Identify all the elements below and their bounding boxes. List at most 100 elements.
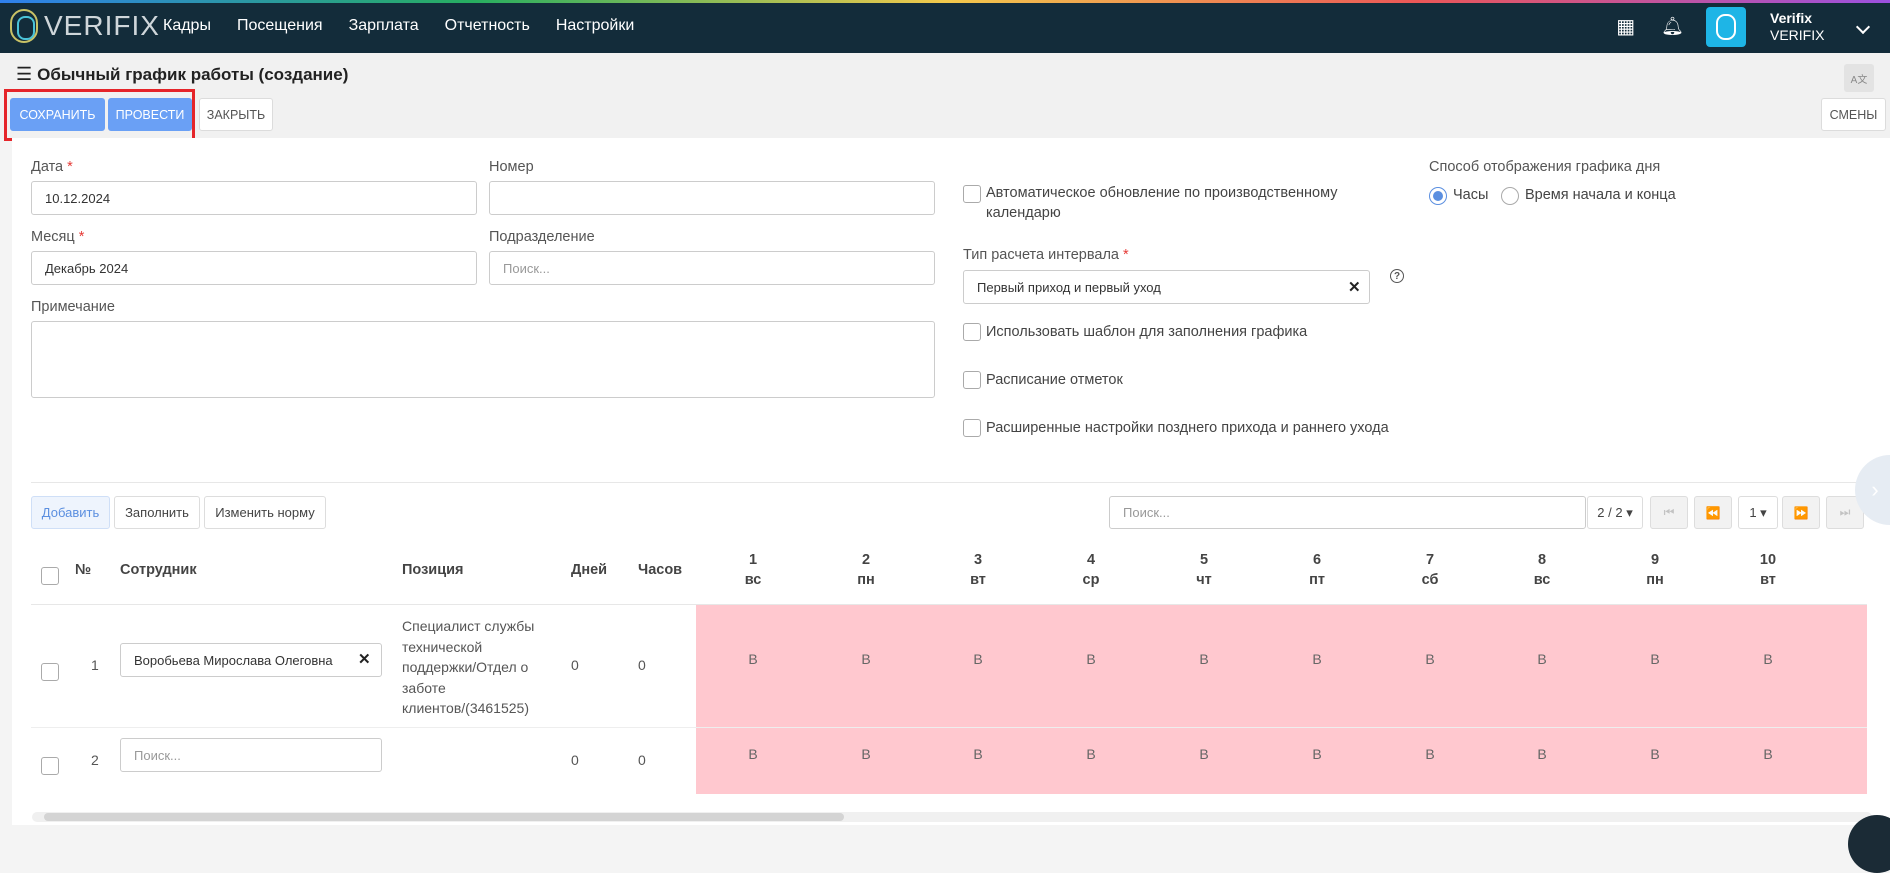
row-1-day-5[interactable]: В	[1199, 651, 1209, 667]
post-button[interactable]: ПРОВЕСТИ	[108, 98, 192, 131]
nav-item-reports[interactable]: Отчетность	[444, 17, 530, 34]
note-textarea[interactable]	[31, 321, 935, 398]
col-days: Дней	[571, 562, 608, 578]
save-button[interactable]: СОХРАНИТЬ	[10, 98, 105, 131]
horizontal-scrollbar[interactable]	[32, 812, 1872, 822]
auto-update-label: Автоматическое обновление по производств…	[986, 185, 1338, 221]
add-button[interactable]: Добавить	[31, 496, 110, 529]
apps-grid-icon[interactable]: ▦	[1616, 16, 1636, 38]
row-2-day-4[interactable]: В	[1086, 746, 1096, 762]
row-2-checkbox[interactable]	[41, 757, 59, 775]
row-1-day-10[interactable]: В	[1763, 651, 1773, 667]
logo[interactable]: VERIFIX	[10, 9, 160, 43]
number-field[interactable]	[489, 181, 935, 215]
col-day-5: 5 чт	[1196, 552, 1212, 588]
col-day-10: 10 вт	[1759, 552, 1777, 588]
row-2-day-7[interactable]: В	[1425, 746, 1435, 762]
auto-update-checkbox[interactable]	[963, 185, 981, 203]
row-2-day-3[interactable]: В	[973, 746, 983, 762]
pages-dropdown[interactable]: 2 / 2 ▾	[1587, 496, 1643, 529]
col-num: №	[75, 562, 92, 578]
scrollbar-thumb[interactable]	[44, 813, 844, 821]
row-divider	[31, 604, 1867, 605]
nav-item-payroll[interactable]: Зарплата	[348, 17, 419, 34]
page-number-dropdown[interactable]: 1 ▾	[1738, 496, 1778, 529]
row-2-days: 0	[571, 752, 579, 768]
color-stripe	[0, 0, 1890, 3]
schedule-marks-label: Расписание отметок	[986, 372, 1123, 388]
row-1-days: 0	[571, 657, 579, 673]
main-nav: Кадры Посещения Зарплата Отчетность Наст…	[163, 17, 634, 35]
change-norm-button[interactable]: Изменить норму	[204, 496, 326, 529]
bell-icon[interactable]: 🔔︎	[1661, 16, 1684, 36]
schedule-marks-checkbox[interactable]	[963, 371, 981, 389]
pages-text: 2 / 2	[1597, 505, 1623, 520]
row-2-day-10[interactable]: В	[1763, 746, 1773, 762]
display-start-end-radio[interactable]	[1501, 187, 1519, 205]
month-field[interactable]: Декабрь 2024	[31, 251, 477, 285]
row-1-day-2[interactable]: В	[861, 651, 871, 667]
user-menu[interactable]: Verifix VERIFIX	[1770, 10, 1860, 44]
date-field[interactable]: 10.12.2024	[31, 181, 477, 215]
nav-item-settings[interactable]: Настройки	[555, 17, 635, 34]
clear-icon[interactable]: ✕	[1348, 279, 1361, 296]
avatar[interactable]	[1706, 6, 1746, 47]
prev-page-icon[interactable]: ⏪	[1694, 496, 1732, 529]
hamburger-icon[interactable]: ☰	[16, 64, 33, 84]
month-label: Месяц *	[31, 229, 85, 245]
top-navbar: VERIFIX Кадры Посещения Зарплата Отчетно…	[0, 0, 1890, 53]
row-1-day-3[interactable]: В	[973, 651, 983, 667]
shifts-button[interactable]: СМЕНЫ	[1821, 98, 1886, 131]
row-1-hours: 0	[638, 657, 646, 673]
last-page-icon[interactable]: ⏭	[1826, 496, 1864, 529]
late-early-label: Расширенные настройки позднего прихода и…	[986, 420, 1389, 436]
row-1-checkbox[interactable]	[41, 663, 59, 681]
row-2-day-1[interactable]: В	[748, 746, 758, 762]
page-title: ☰ Обычный график работы (создание)	[16, 64, 348, 85]
logo-text: VERIFIX	[44, 10, 160, 41]
col-day-9: 9 пн	[1646, 552, 1664, 588]
row-2-day-5[interactable]: В	[1199, 746, 1209, 762]
row-1-day-cells	[696, 605, 1867, 727]
next-page-icon[interactable]: ⏩	[1782, 496, 1820, 529]
row-1-day-7[interactable]: В	[1425, 651, 1435, 667]
interval-select[interactable]: Первый приход и первый уход	[963, 270, 1370, 304]
user-name: Verifix	[1770, 9, 1813, 26]
help-icon[interactable]: ?	[1390, 269, 1404, 283]
row-2-employee-search[interactable]: Поиск...	[120, 738, 382, 772]
row-2-day-6[interactable]: В	[1312, 746, 1322, 762]
fill-button[interactable]: Заполнить	[114, 496, 200, 529]
row-1-clear-icon[interactable]: ✕	[358, 651, 371, 668]
number-label: Номер	[489, 159, 534, 175]
col-hours: Часов	[638, 562, 683, 578]
display-mode-label: Способ отображения графика дня	[1429, 159, 1661, 175]
late-early-checkbox[interactable]	[963, 419, 981, 437]
col-day-4: 4 ср	[1082, 552, 1100, 588]
division-search-input[interactable]: Поиск...	[489, 251, 935, 285]
row-2-day-8[interactable]: В	[1537, 746, 1547, 762]
row-1-day-1[interactable]: В	[748, 651, 758, 667]
first-page-icon[interactable]: ⏮	[1650, 496, 1688, 529]
use-template-label: Использовать шаблон для заполнения графи…	[986, 324, 1308, 340]
close-button[interactable]: ЗАКРЫТЬ	[199, 98, 273, 131]
display-hours-radio[interactable]	[1429, 187, 1447, 205]
row-divider	[31, 727, 1867, 728]
row-1-day-9[interactable]: В	[1650, 651, 1660, 667]
date-label: Дата *	[31, 159, 73, 175]
col-employee: Сотрудник	[120, 562, 197, 578]
row-1-employee-select[interactable]: Воробьева Мирослава Олеговна	[120, 643, 382, 677]
row-2-day-cells	[696, 728, 1867, 794]
row-1-day-6[interactable]: В	[1312, 651, 1322, 667]
page-title-text: Обычный график работы (создание)	[37, 64, 349, 84]
row-1-day-8[interactable]: В	[1537, 651, 1547, 667]
use-template-checkbox[interactable]	[963, 323, 981, 341]
select-all-checkbox[interactable]	[41, 567, 59, 585]
table-search-input[interactable]: Поиск...	[1109, 496, 1586, 529]
display-start-end-label: Время начала и конца	[1525, 187, 1676, 203]
row-2-day-9[interactable]: В	[1650, 746, 1660, 762]
nav-item-hr[interactable]: Кадры	[163, 17, 211, 34]
row-1-day-4[interactable]: В	[1086, 651, 1096, 667]
translate-icon[interactable]: A文	[1844, 64, 1874, 92]
nav-item-attendance[interactable]: Посещения	[236, 17, 323, 34]
row-2-day-2[interactable]: В	[861, 746, 871, 762]
